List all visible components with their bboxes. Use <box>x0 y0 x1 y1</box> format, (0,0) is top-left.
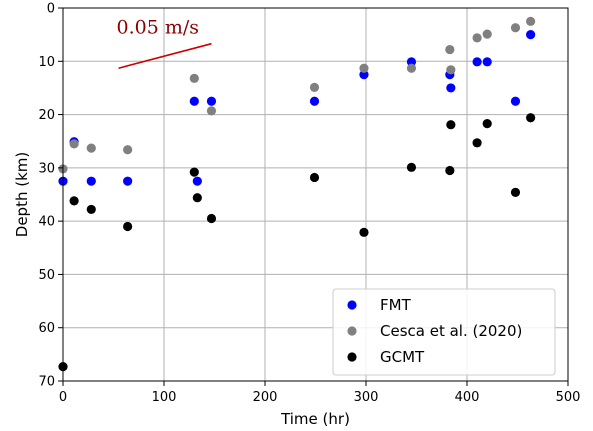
y-tick-label: 40 <box>38 215 55 230</box>
data-point <box>526 30 536 40</box>
plot-frame <box>62 7 569 382</box>
data-point <box>86 143 96 153</box>
data-point <box>446 83 456 93</box>
data-point <box>446 120 456 130</box>
velocity-annotation-label: 0.05 m/s <box>117 17 200 39</box>
legend-marker <box>347 300 357 310</box>
data-point <box>482 29 492 39</box>
data-point <box>445 165 455 176</box>
y-tick-label: 30 <box>38 161 55 176</box>
data-point <box>482 119 492 129</box>
annotations: 0.05 m/s <box>117 17 212 69</box>
x-tick-label: 0 <box>59 390 67 405</box>
data-point <box>69 139 79 149</box>
legend-marker <box>347 326 357 336</box>
data-point <box>206 213 217 224</box>
legend-box <box>332 288 556 376</box>
y-tick-label: 70 <box>38 375 55 390</box>
x-tick-label: 100 <box>152 390 177 405</box>
legend-marker <box>347 352 357 362</box>
data-point <box>446 65 456 75</box>
data-point <box>526 16 536 26</box>
data-point <box>189 73 199 83</box>
data-point <box>192 176 202 186</box>
y-tick-label: 10 <box>38 55 55 70</box>
data-point <box>482 57 492 67</box>
data-point <box>526 113 536 123</box>
data-point <box>510 23 521 33</box>
y-tick-label: 0 <box>47 2 55 17</box>
y-tick-label: 20 <box>38 108 55 123</box>
legend: FMT Cesca et al. (2020) GCMT <box>332 288 556 376</box>
data-point <box>472 57 482 67</box>
data-point <box>206 106 217 116</box>
velocity-annotation-line <box>118 42 212 69</box>
data-point <box>359 70 369 80</box>
data-point <box>406 63 417 73</box>
data-point <box>189 167 199 177</box>
x-tick-label: 300 <box>354 390 379 405</box>
data-point <box>445 44 455 55</box>
data-point <box>123 145 133 155</box>
x-tick-label: 500 <box>556 390 581 405</box>
data-point <box>309 172 320 183</box>
data-point <box>510 96 521 106</box>
y-axis-label: Depth (km) <box>13 152 31 237</box>
data-point <box>510 187 521 197</box>
data-point <box>206 96 217 106</box>
data-point <box>86 204 96 215</box>
data-point <box>406 162 417 172</box>
legend-entry: GCMT <box>380 348 425 366</box>
data-point <box>359 227 369 237</box>
x-axis-label: Time (hr) <box>280 410 350 428</box>
data-point <box>309 82 320 92</box>
data-point <box>86 176 96 186</box>
data-point <box>472 33 482 43</box>
data-point <box>359 63 369 73</box>
y-tick-label: 50 <box>38 268 55 283</box>
data-point <box>472 138 482 148</box>
data-point <box>123 176 133 186</box>
data-point <box>406 57 417 67</box>
x-tick-label: 200 <box>253 390 278 405</box>
data-point <box>69 196 79 206</box>
y-tick-label: 60 <box>38 321 55 336</box>
legend-entry: FMT <box>380 296 412 314</box>
series-2 <box>58 113 536 372</box>
data-point <box>309 96 320 106</box>
data-point <box>189 96 199 106</box>
series-1 <box>58 16 536 174</box>
data-point <box>192 193 202 203</box>
axis-ticks: 0 100 200 300 400 500 0 10 20 30 40 50 60 70 <box>38 2 580 406</box>
x-tick-label: 400 <box>455 390 480 405</box>
data-point <box>123 221 133 232</box>
data-points <box>58 16 536 372</box>
legend-entry: Cesca et al. (2020) <box>380 322 522 340</box>
